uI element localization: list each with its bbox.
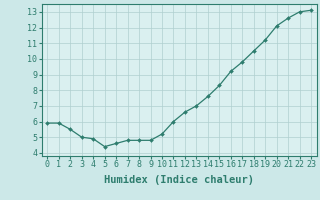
X-axis label: Humidex (Indice chaleur): Humidex (Indice chaleur) (104, 175, 254, 185)
